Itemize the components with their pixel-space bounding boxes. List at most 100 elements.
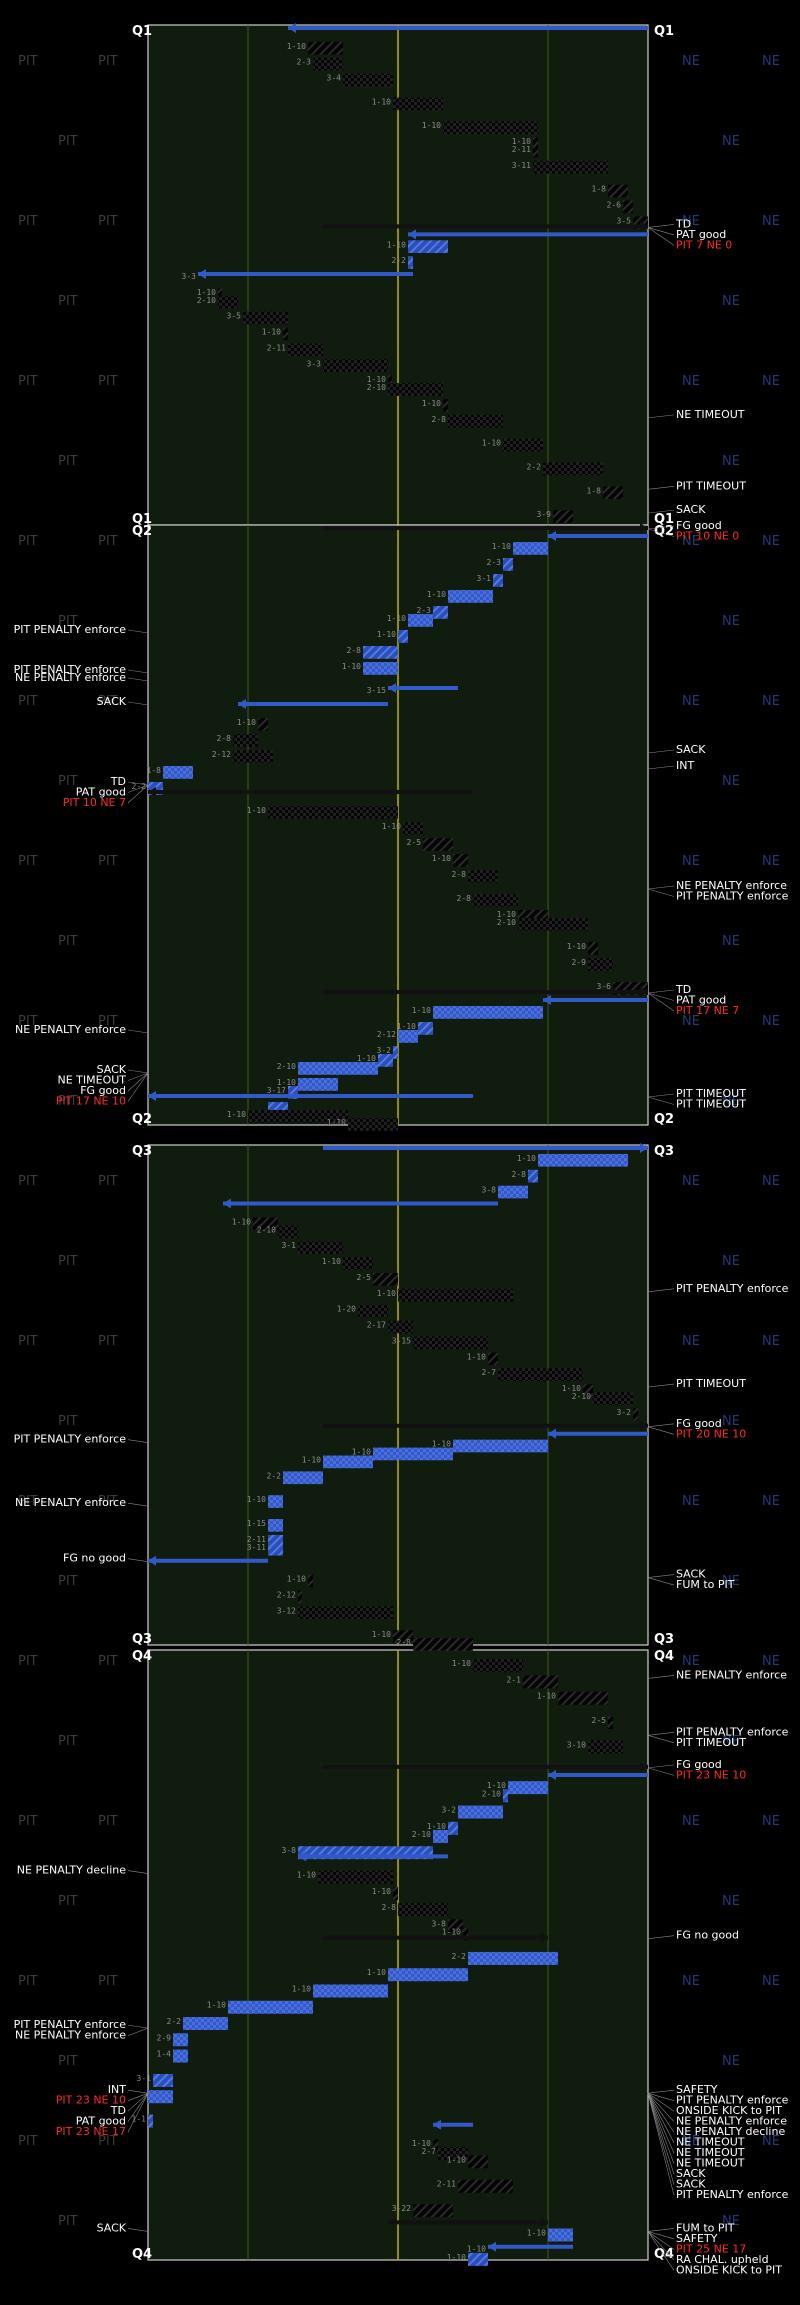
team-watermark: PIT <box>98 1814 118 1829</box>
play-bar <box>438 2147 468 2161</box>
team-watermark: PIT <box>58 294 78 309</box>
play-bar <box>588 958 613 971</box>
event-annotation: FG no good <box>647 1929 739 1942</box>
down-distance-label: 1-8 <box>147 766 162 775</box>
event-annotation: NE PENALTY enforce <box>15 671 149 684</box>
team-watermark: PIT <box>98 1014 118 1029</box>
down-distance-label: 1-10 <box>342 662 361 671</box>
down-distance-label: 1-10 <box>207 2001 226 2010</box>
down-distance-label: 1-10 <box>357 1054 376 1063</box>
down-distance-label: 3-5 <box>227 312 242 321</box>
play-bar <box>448 414 503 428</box>
team-watermark: PIT <box>58 134 78 149</box>
score-label: PIT 17 NE 10 <box>56 1095 126 1108</box>
team-watermark: NE <box>682 854 700 869</box>
down-distance-label: 1-10 <box>302 1456 321 1465</box>
team-watermark: NE <box>762 1654 780 1669</box>
quarter-label: Q3 <box>132 1632 152 1647</box>
team-watermark: PIT <box>98 214 118 229</box>
team-watermark: NE <box>722 2214 740 2229</box>
down-distance-label: 3-2 <box>377 1046 392 1055</box>
down-distance-label: 1-10 <box>537 1692 556 1701</box>
play-bar <box>398 630 408 643</box>
play-bar <box>513 542 548 555</box>
event-label: SACK <box>97 2221 127 2234</box>
team-watermark: PIT <box>18 1334 38 1349</box>
team-watermark: PIT <box>18 694 38 709</box>
play-bar <box>458 1805 503 1819</box>
event-label: FUM to PIT <box>676 2221 735 2234</box>
down-distance-label: 1-8 <box>592 185 607 194</box>
play-bar <box>268 1495 283 1508</box>
event-label: FG good <box>676 1417 722 1430</box>
down-distance-label: 1-10 <box>397 1022 416 1031</box>
play-bar <box>298 1241 343 1254</box>
kick-arrow <box>433 2119 473 2130</box>
play-bar <box>468 2252 488 2266</box>
kick-arrow <box>543 995 648 1005</box>
team-watermark: NE <box>762 1174 780 1189</box>
down-distance-label: 1-8 <box>587 486 602 495</box>
team-watermark: PIT <box>18 1174 38 1189</box>
team-watermark: PIT <box>58 1734 78 1749</box>
down-distance-label: 2-3 <box>487 558 502 567</box>
event-label: PIT PENALTY enforce <box>14 2018 127 2031</box>
play-bar <box>308 41 343 55</box>
play-bar <box>388 383 443 396</box>
down-distance-label: 2-9 <box>157 2033 172 2042</box>
play-bar <box>468 870 498 883</box>
down-distance-label: 3-9 <box>537 510 552 519</box>
event-label: INT <box>676 759 694 772</box>
team-watermark: NE <box>682 1654 700 1669</box>
down-distance-label: 3-15 <box>367 686 386 695</box>
play-bar <box>558 1691 608 1705</box>
play-bar <box>443 399 448 412</box>
play-bar <box>408 614 433 627</box>
down-distance-label: 2-8 <box>397 1638 412 1647</box>
down-distance-label: 1-10 <box>287 42 306 51</box>
team-watermark: PIT <box>58 614 78 629</box>
team-watermark: PIT <box>18 2134 38 2149</box>
play-bar <box>448 1821 458 1835</box>
play-bar <box>228 2000 313 2014</box>
play-bar <box>153 2073 173 2087</box>
event-annotation: PIT TIMEOUT <box>647 479 746 492</box>
play-bar <box>148 2090 173 2104</box>
team-watermark: PIT <box>58 1894 78 1909</box>
team-watermark: PIT <box>58 1254 78 1269</box>
event-annotation: NE TIMEOUT <box>647 408 745 421</box>
event-label: TD <box>110 775 126 788</box>
play-bar <box>298 1078 338 1091</box>
event-label: FG good <box>676 1758 722 1771</box>
play-bar <box>283 327 288 341</box>
team-watermark: NE <box>722 774 740 789</box>
down-distance-label: 3-5 <box>617 216 632 225</box>
score-label: PIT 10 NE 7 <box>63 796 126 809</box>
play-bar <box>363 662 398 675</box>
team-watermark: PIT <box>98 1654 118 1669</box>
team-watermark: NE <box>762 214 780 229</box>
event-annotation: NE PENALTY decline <box>17 1864 149 1877</box>
play-bar <box>343 73 393 87</box>
play-bar <box>278 1225 298 1239</box>
team-watermark: NE <box>762 1334 780 1349</box>
play-bar <box>588 1740 623 1754</box>
play-bar <box>373 1447 453 1461</box>
kick-arrow <box>548 531 648 541</box>
play-bar <box>508 1781 548 1795</box>
event-label: RA CHAL. upheld <box>676 2253 769 2266</box>
team-watermark: PIT <box>58 934 78 949</box>
event-label: INT <box>108 2083 126 2096</box>
team-watermark: PIT <box>98 534 118 549</box>
down-distance-label: 1-10 <box>492 542 511 551</box>
play-bar <box>248 1110 348 1123</box>
down-distance-label: 1-10 <box>497 910 516 919</box>
event-annotation: FG no good <box>63 1552 149 1565</box>
down-distance-label: 2-5 <box>592 1716 607 1725</box>
play-bar <box>623 200 633 214</box>
play-bar <box>393 1630 413 1643</box>
team-watermark: NE <box>682 1014 700 1029</box>
event-label: SAFETY <box>676 2232 718 2245</box>
team-watermark: NE <box>762 1974 780 1989</box>
